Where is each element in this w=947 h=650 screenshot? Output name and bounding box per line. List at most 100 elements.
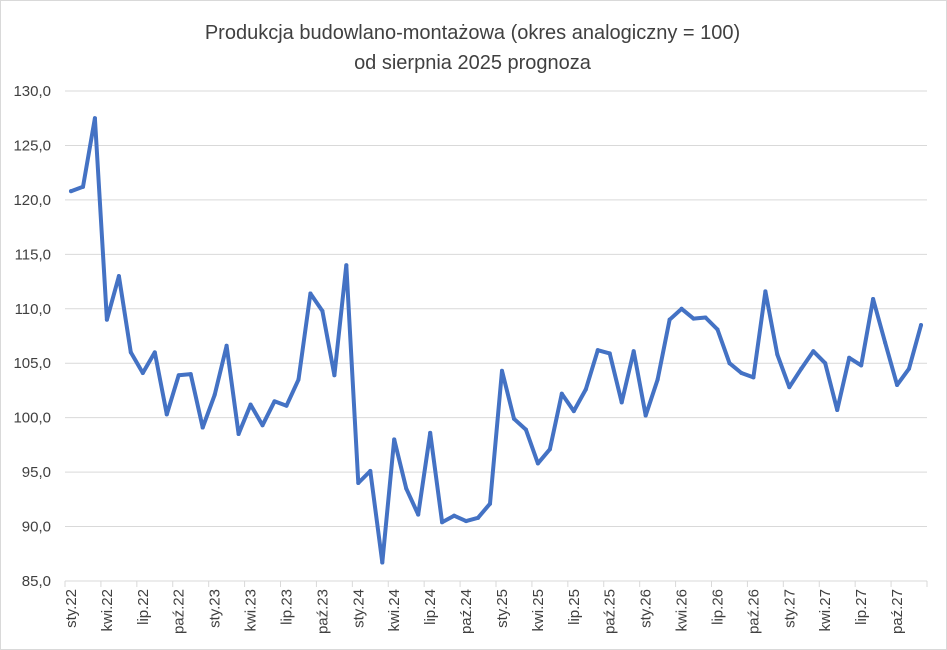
x-tick-label: lip.22 (135, 589, 152, 625)
data-point (164, 412, 169, 417)
x-tick-label: sty.23 (207, 589, 224, 628)
data-point (356, 481, 361, 485)
data-point (823, 361, 828, 366)
y-tick-label: 130,0 (13, 83, 51, 100)
data-point (703, 315, 708, 320)
data-point (571, 409, 576, 414)
data-point (212, 392, 217, 397)
data-point (691, 316, 696, 321)
data-point (248, 402, 253, 407)
x-tick-label: lip.24 (422, 589, 439, 625)
data-point (224, 343, 229, 348)
data-point (104, 317, 109, 322)
data-point (452, 513, 457, 518)
data-point (535, 461, 540, 466)
y-tick-label: 125,0 (13, 137, 51, 154)
data-point (368, 469, 373, 474)
x-tick-label: sty.27 (781, 589, 798, 628)
data-point (68, 189, 73, 194)
data-point (272, 399, 277, 404)
chart-title: Produkcja budowlano-montażowa (okres ana… (204, 22, 741, 44)
data-point (679, 306, 684, 311)
data-point (296, 377, 301, 382)
data-point (236, 432, 241, 436)
data-point (511, 416, 516, 421)
data-point (547, 447, 552, 452)
y-tick-label: 115,0 (15, 246, 51, 263)
data-point (464, 519, 469, 524)
data-point (919, 323, 924, 328)
data-point (859, 363, 864, 368)
data-point (559, 391, 564, 396)
data-point (176, 373, 181, 378)
y-tick-label: 105,0 (13, 355, 51, 372)
x-tick-label: paź.24 (458, 589, 475, 634)
data-point (440, 520, 445, 525)
x-tick-label: sty.22 (63, 589, 80, 628)
data-point (200, 425, 205, 430)
x-tick-label: paź.25 (602, 589, 619, 634)
data-point (883, 340, 888, 345)
data-point (583, 387, 588, 392)
data-point (811, 349, 816, 354)
x-tick-label: paź.22 (171, 589, 188, 634)
data-point (871, 296, 876, 301)
data-point (619, 400, 624, 405)
series-line (69, 116, 923, 565)
data-point (128, 350, 133, 355)
x-tick-label: kwi.26 (674, 589, 691, 632)
x-tick-label: kwi.23 (243, 589, 260, 632)
chart-title-block: Produkcja budowlano-montażowa (okres ana… (0, 18, 945, 78)
data-point (188, 372, 193, 377)
data-point (715, 327, 720, 332)
data-point (152, 350, 157, 355)
y-tick-label: 110,0 (15, 301, 51, 318)
data-point (787, 385, 792, 390)
gridlines (65, 90, 927, 528)
chart-subtitle: od sierpnia 2025 prognoza (354, 52, 591, 74)
data-point (607, 351, 612, 356)
x-tick-label: lip.25 (566, 589, 583, 625)
data-point (488, 501, 493, 506)
y-axis-ticks: 85,0 90,0 95,0 100,0 105,0 110,0 115,0 120,0 125… (13, 83, 51, 590)
data-point (523, 427, 528, 432)
data-point (751, 375, 756, 380)
data-point (392, 437, 397, 442)
y-tick-label: 85,0 (22, 573, 51, 590)
data-point (667, 317, 672, 322)
x-tick-label: lip.26 (709, 589, 726, 625)
data-point (476, 515, 481, 520)
y-tick-label: 120,0 (13, 192, 51, 209)
x-tick-label: sty.25 (494, 589, 511, 628)
data-point (499, 368, 504, 373)
x-tick-label: kwi.24 (386, 589, 403, 632)
x-tick-label: kwi.22 (99, 589, 116, 632)
data-point (655, 377, 660, 382)
data-point (727, 361, 732, 366)
x-tick-label: sty.24 (350, 589, 367, 628)
data-point (380, 560, 385, 565)
x-tick-label: kwi.27 (817, 589, 834, 632)
data-point (631, 349, 636, 354)
series-layer (68, 116, 924, 565)
x-tick-label: sty.26 (638, 589, 655, 628)
data-point (80, 184, 85, 189)
y-tick-label: 95,0 (22, 464, 51, 481)
data-point (428, 430, 433, 435)
data-point (344, 263, 349, 268)
data-point (739, 371, 744, 376)
x-tick-label: kwi.25 (530, 589, 547, 632)
data-point (320, 308, 325, 313)
data-point (140, 371, 145, 376)
y-tick-label: 90,0 (22, 519, 51, 536)
x-tick-label: paź.27 (889, 589, 906, 634)
data-point (284, 403, 289, 408)
data-point (799, 366, 804, 371)
data-point (116, 274, 121, 279)
data-point (775, 352, 780, 357)
x-tick-label: lip.23 (278, 589, 295, 625)
x-axis: sty.22 kwi.22 lip.22 paź.22 sty.23 kwi.23 lip.… (63, 580, 928, 634)
data-point (907, 366, 912, 371)
